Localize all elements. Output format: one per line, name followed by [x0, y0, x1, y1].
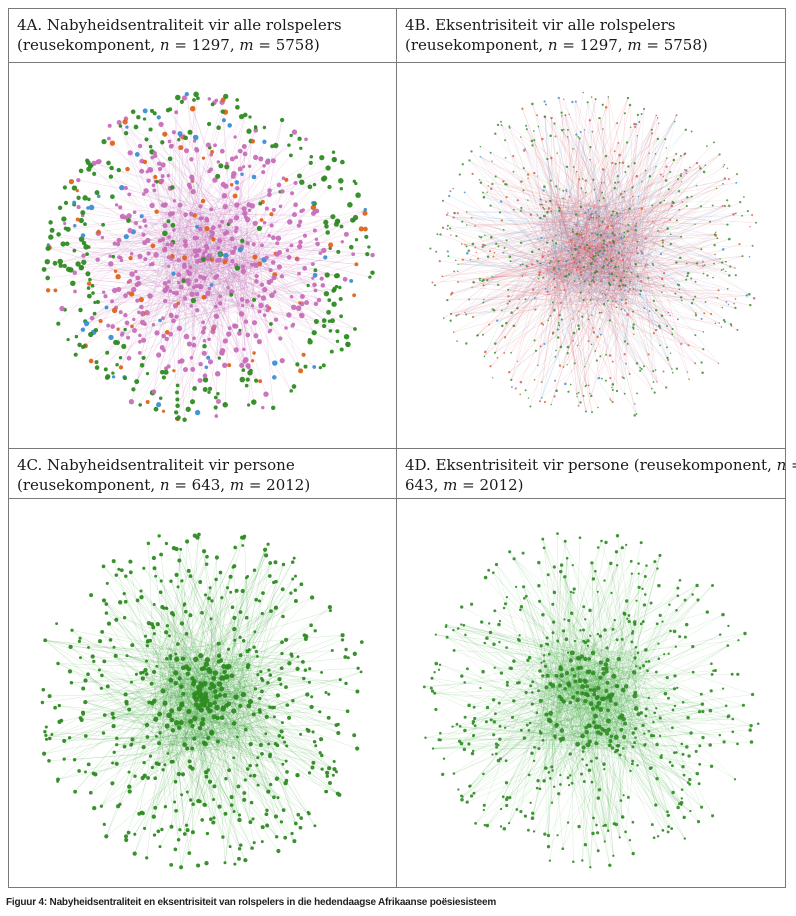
edges	[424, 533, 759, 868]
panel-4d-header: 4D. Eksentrisiteit vir persone (reusekom…	[397, 449, 796, 498]
nodes	[40, 532, 364, 870]
panel-4a-m-value: = 5758)	[253, 36, 320, 54]
panel-4c-m-value: = 2012)	[244, 476, 311, 494]
table-divider-header-bottom	[9, 498, 785, 499]
panel-4c-title-line2: (reusekomponent, n = 643, m = 2012)	[17, 475, 388, 495]
panel-4a-subtitle: (reusekomponent,	[17, 36, 160, 54]
panel-4a-n-label: n	[159, 36, 170, 54]
panel-4a-title: 4A. Nabyheidsentraliteit vir alle rolspe…	[17, 15, 388, 55]
table-divider-middle	[9, 448, 785, 449]
panel-4b-subtitle: (reusekomponent,	[405, 36, 548, 54]
panel-4c-subtitle: (reusekomponent,	[17, 476, 160, 494]
panel-4d-n-value: 643,	[405, 476, 444, 494]
panel-4d-title-text: 4D. Eksentrisiteit vir persone (reusekom…	[405, 456, 777, 474]
panel-4c-title: 4C. Nabyheidsentraliteit vir persone (re…	[17, 455, 388, 495]
panel-4b-header: 4B. Eksentrisiteit vir alle rolspelers (…	[397, 9, 785, 62]
panel-4a-title-line2: (reusekomponent, n = 1297, m = 5758)	[17, 35, 388, 55]
panel-4b-title: 4B. Eksentrisiteit vir alle rolspelers (…	[405, 15, 777, 55]
panel-4d-n-label: n	[776, 456, 787, 474]
panel-4b-m-label: m	[627, 36, 642, 54]
figure-table: 4A. Nabyheidsentraliteit vir alle rolspe…	[8, 8, 796, 888]
panel-4a-title-line1: 4A. Nabyheidsentraliteit vir alle rolspe…	[17, 16, 342, 34]
network-graph-4b	[429, 91, 758, 417]
panel-4c-n-value: = 643,	[169, 476, 230, 494]
edges	[432, 92, 757, 416]
panel-4b-title-line1: 4B. Eksentrisiteit vir alle rolspelers	[405, 16, 676, 34]
nodes	[41, 91, 375, 423]
panel-4d-title-line2: 643, m = 2012)	[405, 475, 777, 495]
panel-4c-n-label: n	[159, 476, 170, 494]
panel-4c-header: 4C. Nabyheidsentraliteit vir persone (re…	[9, 449, 396, 498]
panel-4a-n-value: = 1297,	[169, 36, 240, 54]
panel-4a-m-label: m	[239, 36, 254, 54]
network-graph-4c	[40, 532, 364, 870]
network-graph-4a	[41, 91, 375, 423]
network-graph-4d	[422, 532, 760, 869]
figure-caption: Figuur 4: Nabyheidsentraliteit en eksent…	[6, 897, 497, 908]
panel-4c-title-line1: 4C. Nabyheidsentraliteit vir persone	[17, 456, 295, 474]
panel-4b-n-value: = 1297,	[557, 36, 628, 54]
panel-4d-m-label: m	[443, 476, 458, 494]
nodes	[422, 532, 760, 869]
panel-4b-title-line2: (reusekomponent, n = 1297, m = 5758)	[405, 35, 777, 55]
panel-4d-title: 4D. Eksentrisiteit vir persone (reusekom…	[405, 455, 796, 495]
panel-4a-header: 4A. Nabyheidsentraliteit vir alle rolspe…	[9, 9, 396, 62]
panel-4c-m-label: m	[229, 476, 245, 494]
nodes	[429, 91, 758, 417]
panel-4d-title-line1: 4D. Eksentrisiteit vir persone (reusekom…	[405, 455, 796, 475]
table-divider-header-top	[9, 62, 785, 63]
panel-4b-n-label: n	[547, 36, 558, 54]
panel-4d-m-value: = 2012)	[457, 476, 524, 494]
panel-4b-m-value: = 5758)	[641, 36, 708, 54]
panel-4d-n-equals: =	[786, 456, 796, 474]
